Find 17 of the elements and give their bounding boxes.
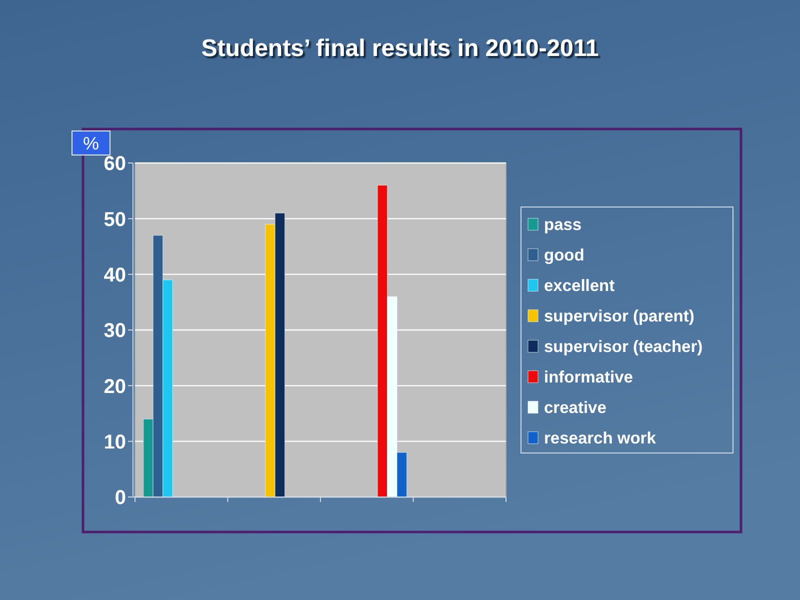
- legend-label: pass: [544, 216, 582, 234]
- legend-label: supervisor (teacher): [544, 338, 703, 356]
- legend-label: supervisor (parent): [544, 308, 694, 326]
- legend-label: creative: [544, 399, 606, 418]
- y-tick-label: 10: [104, 432, 126, 454]
- y-tick-label: 30: [104, 320, 126, 342]
- y-tick-label: 60: [104, 153, 126, 176]
- legend-label: research work: [544, 430, 657, 448]
- legend-label: good: [544, 246, 584, 265]
- legend-label: informative: [544, 368, 633, 387]
- y-axis-title: %: [82, 133, 100, 154]
- y-tick-label: 40: [104, 264, 126, 287]
- y-tick-label: 20: [104, 376, 126, 398]
- chart-title: Students’ final results in 2010-2011: [201, 35, 599, 62]
- legend-label: excellent: [544, 277, 616, 296]
- y-tick-label: 0: [114, 487, 126, 510]
- y-tick-label: 50: [104, 208, 126, 231]
